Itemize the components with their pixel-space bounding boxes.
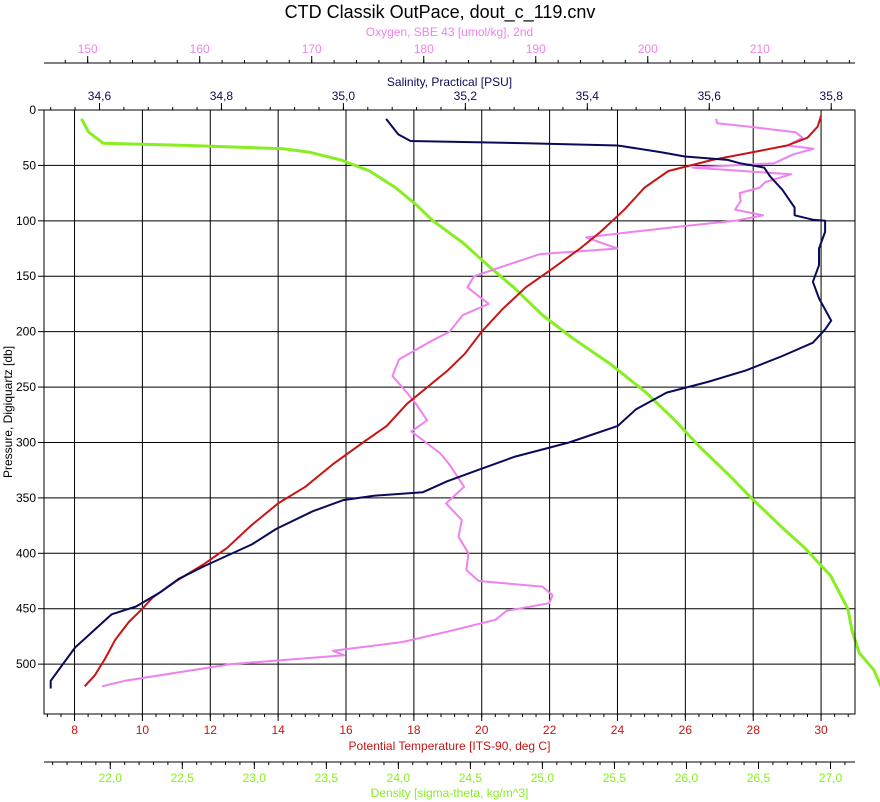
salinity-tick-label: 35,0 [332,89,356,103]
series-line-salinity [49,118,833,689]
oxygen-tick-label: 210 [750,42,770,56]
series-line-density [80,118,880,687]
oxygen-tick-label: 190 [526,42,546,56]
temperature-tick-label: 14 [271,723,285,737]
density-axis-title: Density [sigma-theta, kg/m^3] [371,786,529,800]
oxygen-tick-label: 160 [190,42,210,56]
salinity-tick-label: 35,6 [698,89,722,103]
temperature-tick-label: 18 [407,723,421,737]
salinity-tick-label: 34,8 [210,89,234,103]
oxygen-tick-label: 170 [302,42,322,56]
temperature-tick-label: 24 [611,723,625,737]
axes: 0 50 100 150 200 250 300 350 400 450 500 Pressure, … [1,25,855,800]
density-tick-label: 22,5 [171,771,195,785]
chart-title: CTD Classik OutPace, dout_c_119.cnv [285,2,596,23]
y-tick-label: 50 [23,158,37,172]
temperature-tick-label: 10 [136,723,150,737]
density-tick-label: 23,0 [243,771,267,785]
y-axis-title: Pressure, Digiquartz [db] [1,346,15,478]
density-tick-label: 22,0 [99,771,123,785]
y-tick-label: 0 [29,103,36,117]
y-tick-label: 350 [16,491,36,505]
y-tick-label: 100 [16,214,36,228]
series-line-oxygen [101,118,815,688]
density-tick-label: 26,0 [675,771,699,785]
salinity-tick-label: 35,2 [454,89,478,103]
oxygen-axis-title: Oxygen, SBE 43 [umol/kg], 2nd [366,25,533,39]
density-tick-label: 26,5 [747,771,771,785]
salinity-tick-label: 35,8 [820,89,844,103]
y-tick-label: 200 [16,325,36,339]
series-line-temperature [83,115,823,687]
temperature-tick-label: 12 [204,723,218,737]
density-tick-label: 27,0 [819,771,843,785]
temperature-axis-title: Potential Temperature [ITS-90, deg C] [349,739,551,753]
y-tick-label: 400 [16,546,36,560]
density-tick-label: 25,0 [531,771,555,785]
grid-lines [44,109,855,714]
density-tick-label: 24,5 [459,771,483,785]
density-tick-label: 25,5 [603,771,627,785]
temperature-tick-label: 30 [814,723,828,737]
temperature-tick-label: 26 [679,723,693,737]
temperature-tick-label: 28 [747,723,761,737]
data-series [49,115,880,689]
density-tick-label: 23,5 [315,771,339,785]
y-tick-label: 150 [16,269,36,283]
oxygen-tick-label: 200 [638,42,658,56]
y-tick-label: 450 [16,602,36,616]
temperature-tick-label: 8 [71,723,78,737]
oxygen-tick-label: 180 [414,42,434,56]
temperature-tick-label: 16 [339,723,353,737]
oxygen-tick-label: 150 [78,42,98,56]
density-tick-label: 24,0 [387,771,411,785]
salinity-axis-title: Salinity, Practical [PSU] [387,75,512,89]
y-tick-label: 500 [16,657,36,671]
y-tick-label: 300 [16,435,36,449]
temperature-tick-label: 22 [543,723,557,737]
temperature-tick-label: 20 [475,723,489,737]
plot-frame [43,109,856,715]
salinity-tick-label: 35,4 [576,89,600,103]
salinity-tick-label: 34,6 [88,89,112,103]
y-tick-label: 250 [16,380,36,394]
